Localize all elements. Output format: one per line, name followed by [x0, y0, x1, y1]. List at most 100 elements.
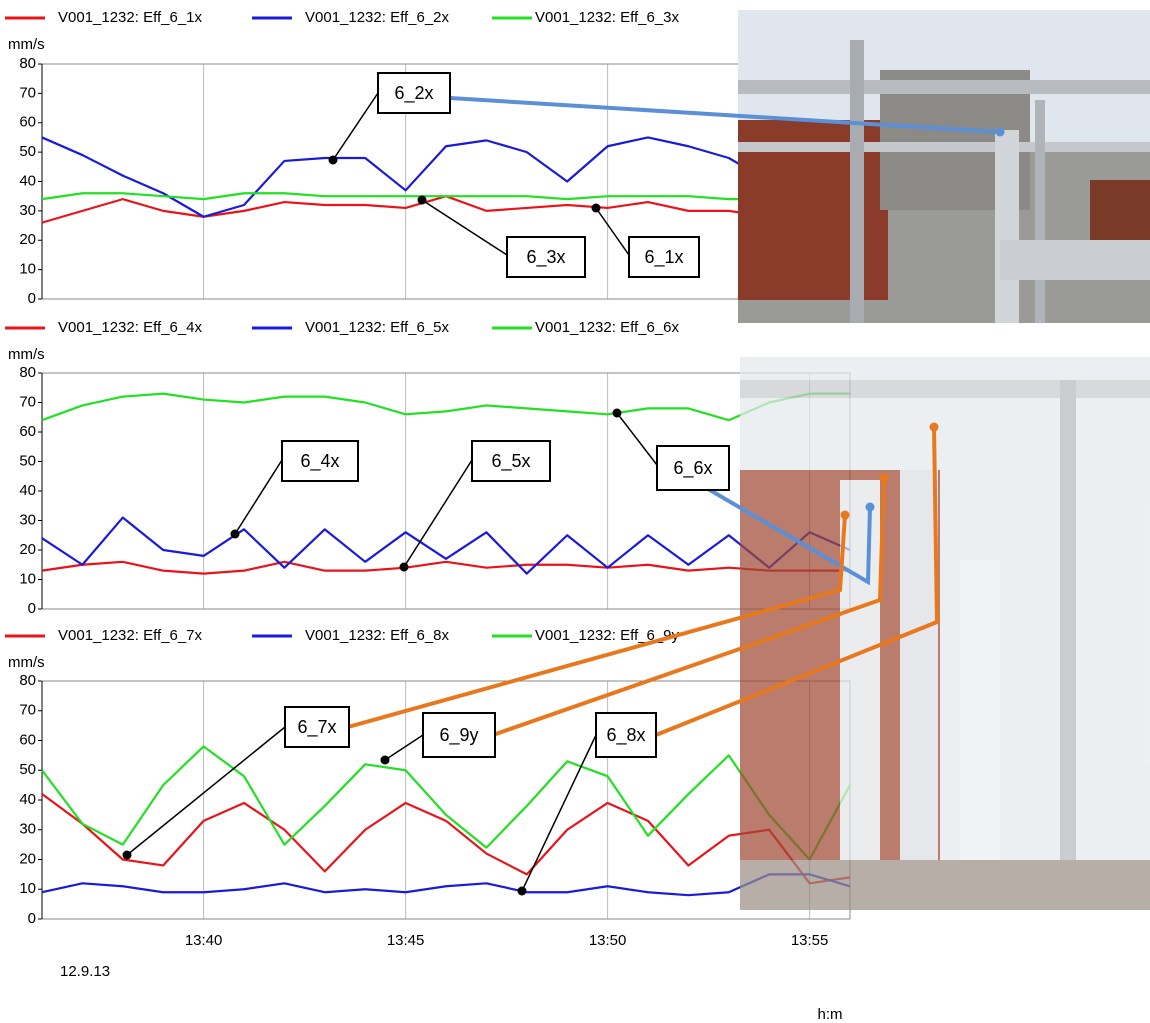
callout-label: 6_1x [644, 247, 683, 268]
y-tick-label: 50 [19, 452, 36, 469]
y-tick-label: 10 [19, 880, 36, 897]
series-line [42, 394, 850, 421]
y-tick-label: 10 [19, 570, 36, 587]
photo-valve [1000, 240, 1150, 280]
y-axis-label: mm/s [8, 36, 45, 53]
y-tick-label: 50 [19, 761, 36, 778]
y-tick-label: 80 [19, 364, 36, 381]
callout-leader [404, 460, 472, 567]
callout-label: 6_7x [297, 717, 336, 738]
callout-leader [235, 460, 282, 534]
callout-label: 6_5x [491, 451, 530, 472]
series-line [42, 137, 850, 216]
callout-leader [385, 735, 423, 760]
y-tick-label: 10 [19, 261, 36, 278]
photo-ground [740, 860, 1150, 910]
photo-pipe [850, 40, 864, 323]
x-tick-label: 13:50 [589, 932, 627, 949]
callout-dot [592, 204, 601, 213]
callout-dot [231, 530, 240, 539]
photo-top [738, 10, 1150, 323]
callout-leader [522, 735, 596, 891]
legend-label: V001_1232: Eff_6_6x [535, 319, 680, 336]
y-tick-label: 40 [19, 172, 36, 189]
callout-dot [329, 156, 338, 165]
y-tick-label: 40 [19, 791, 36, 808]
callout-label: 6_4x [300, 451, 339, 472]
legend-label: V001_1232: Eff_6_1x [58, 9, 203, 26]
y-tick-label: 0 [28, 600, 36, 617]
y-tick-label: 0 [28, 290, 36, 307]
legend-label: V001_1232: Eff_6_5x [305, 319, 450, 336]
callout-pointer-end [880, 474, 889, 483]
y-axis-label: mm/s [8, 346, 45, 363]
callout-dot [400, 563, 409, 572]
y-tick-label: 50 [19, 143, 36, 160]
photo-pipe [740, 380, 1150, 398]
callout-label: 6_2x [394, 83, 433, 104]
callout-leader [127, 727, 285, 855]
photo-pipe [738, 142, 1150, 152]
photo-brick [1090, 180, 1150, 250]
series-line [42, 794, 850, 883]
photo-pipe [738, 80, 1150, 94]
photo-pipe [960, 560, 1000, 910]
x-tick-label: 13:40 [185, 932, 223, 949]
photo-pipe [1035, 100, 1045, 323]
y-tick-label: 70 [19, 393, 36, 410]
photo-pipe [840, 480, 880, 910]
y-tick-label: 60 [19, 731, 36, 748]
photo-pipe [1060, 380, 1076, 910]
callout-label: 6_3x [526, 247, 565, 268]
legend-label: V001_1232: Eff_6_3x [535, 9, 680, 26]
callout-leader [596, 208, 629, 255]
x-tick-label: 13:55 [791, 932, 829, 949]
photo-pipe [995, 130, 1019, 323]
photo-pipe [900, 470, 938, 910]
legend-label: V001_1232: Eff_6_8x [305, 627, 450, 644]
y-tick-label: 80 [19, 672, 36, 689]
y-tick-label: 70 [19, 702, 36, 719]
series-line [42, 746, 850, 859]
callout-dot [613, 409, 622, 418]
y-tick-label: 0 [28, 910, 36, 927]
x-axis-label: h:m [817, 1006, 842, 1023]
legend-label: V001_1232: Eff_6_4x [58, 319, 203, 336]
series-line [42, 562, 850, 574]
y-tick-label: 70 [19, 84, 36, 101]
callout-leader [422, 200, 507, 255]
y-tick-label: 20 [19, 541, 36, 558]
y-tick-label: 30 [19, 821, 36, 838]
y-tick-label: 20 [19, 850, 36, 867]
y-tick-label: 30 [19, 511, 36, 528]
series-line [42, 518, 850, 574]
callout-dot [518, 887, 527, 896]
callout-pointer-end [930, 423, 939, 432]
y-axis-label: mm/s [8, 654, 45, 671]
callout-dot [418, 196, 427, 205]
y-tick-label: 40 [19, 482, 36, 499]
y-tick-label: 80 [19, 55, 36, 72]
callout-leader [333, 90, 380, 160]
date-label: 12.9.13 [60, 963, 110, 980]
y-tick-label: 60 [19, 114, 36, 131]
page: {"chart_data": [ {"type": "line", "y_lab… [0, 0, 1150, 1023]
x-tick-label: 13:45 [387, 932, 425, 949]
callout-leader [617, 413, 657, 465]
callout-dot [123, 851, 132, 860]
series-line [42, 874, 850, 895]
photo-bottom [740, 357, 1150, 910]
legend-label: V001_1232: Eff_6_2x [305, 9, 450, 26]
callout-pointer-end [996, 128, 1005, 137]
y-tick-label: 60 [19, 423, 36, 440]
callout-label: 6_8x [606, 725, 645, 746]
callout-pointer-end [841, 511, 850, 520]
callout-dot [381, 756, 390, 765]
y-tick-label: 30 [19, 202, 36, 219]
callout-label: 6_6x [673, 458, 712, 479]
chart-page: 01020304050607080mm/sV001_1232: Eff_6_1x… [0, 0, 1150, 1023]
callout-label: 6_9y [439, 725, 478, 746]
y-tick-label: 20 [19, 231, 36, 248]
callout-pointer-end [866, 503, 875, 512]
